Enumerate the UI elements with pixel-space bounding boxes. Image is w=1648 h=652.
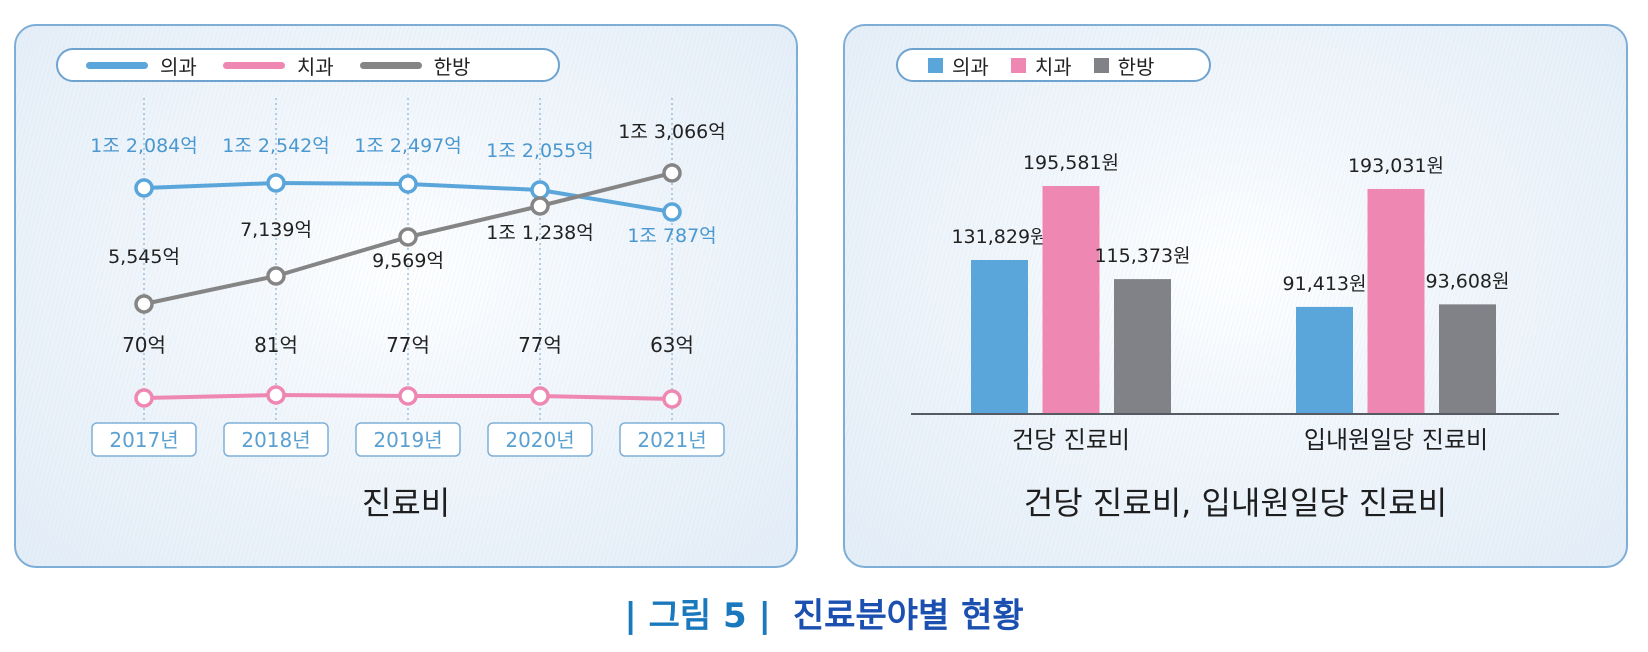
year-tick-box — [91, 422, 197, 457]
data-point-marker — [398, 386, 418, 406]
year-tick-label: 2017년 — [109, 428, 178, 452]
legend-line-dental-icon — [222, 61, 285, 69]
legend-item-medical: 의과 — [928, 51, 989, 80]
figure-caption: | 그림 5 | 진료분야별 현황 — [0, 588, 1648, 637]
bar-의과 — [971, 259, 1028, 413]
bar-value-label: 91,413원 — [1283, 273, 1367, 295]
legend-label: 치과 — [1034, 54, 1072, 79]
data-label-medical: 1조 2,084억 — [90, 135, 197, 157]
data-point-marker — [134, 178, 154, 198]
legend-line-oriental-icon — [359, 61, 422, 69]
data-point-marker — [662, 389, 682, 409]
category-label: 입내원일당 진료비 — [1304, 426, 1488, 454]
data-label-dental: 77억 — [386, 333, 430, 357]
legend-label: 의과 — [160, 54, 197, 79]
legend-item-dental: 치과 — [1010, 51, 1072, 80]
legend-label: 의과 — [952, 54, 989, 79]
data-point-marker — [398, 174, 418, 194]
legend-label: 한방 — [1117, 54, 1155, 79]
data-point-marker — [662, 202, 682, 222]
legend-line-medical-icon — [86, 61, 148, 69]
year-tick-label: 2018년 — [241, 428, 310, 452]
bar-한방 — [1439, 304, 1496, 413]
data-label-dental: 63억 — [650, 333, 694, 357]
data-point-marker — [266, 173, 286, 193]
bar-value-label: 93,608원 — [1426, 270, 1510, 292]
bar-chart-title: 건당 진료비, 입내원일당 진료비 — [1023, 484, 1448, 522]
year-tick-box — [619, 422, 725, 457]
data-point-marker — [530, 386, 550, 406]
data-label-oriental: 5,545억 — [108, 246, 180, 268]
legend-label: 치과 — [296, 54, 334, 79]
data-label-dental: 77억 — [518, 333, 562, 357]
data-point-marker — [398, 227, 418, 247]
year-tick-label: 2021년 — [637, 428, 706, 452]
data-label-medical: 1조 2,542억 — [222, 135, 329, 157]
bar-의과 — [1296, 306, 1353, 413]
line-chart-legend: 의과 치과 한방 — [56, 48, 560, 82]
data-label-dental: 81억 — [254, 333, 298, 357]
legend-item-oriental: 한방 — [1093, 51, 1155, 80]
line-chart-plot: 1조 2,084억 1조 2,542억 1조 2,497억 1조 2,055억 1조 7… — [90, 98, 726, 457]
legend-item-medical: 의과 — [86, 51, 197, 80]
bar-value-label: 131,829원 — [951, 226, 1047, 248]
line-chart-title: 진료비 — [361, 484, 451, 522]
data-point-marker — [662, 163, 682, 183]
data-label-oriental: 1조 1,238억 — [486, 222, 593, 244]
data-point-marker — [530, 196, 550, 216]
bar-value-label: 193,031원 — [1348, 155, 1444, 177]
year-tick-box — [487, 422, 593, 457]
legend-square-dental-icon — [1010, 57, 1026, 73]
figure-number: | 그림 5 | — [624, 596, 771, 636]
data-label-oriental: 9,569억 — [372, 250, 444, 272]
data-label-medical: 1조 2,055억 — [486, 140, 593, 162]
data-point-marker — [134, 388, 154, 408]
data-label-oriental: 7,139억 — [240, 219, 312, 241]
bar-chart-legend: 의과 치과 한방 — [896, 48, 1211, 82]
legend-label: 한방 — [433, 54, 471, 79]
figure-title: 진료분야별 현황 — [792, 596, 1024, 636]
data-label-dental: 70억 — [122, 333, 166, 357]
data-label-medical: 1조 787억 — [627, 225, 716, 247]
bar-value-label: 115,373원 — [1094, 245, 1190, 267]
year-tick-box — [355, 422, 461, 457]
year-tick-box — [223, 422, 329, 457]
legend-item-dental: 치과 — [222, 51, 334, 80]
year-tick-label: 2020년 — [505, 428, 574, 452]
legend-square-medical-icon — [928, 57, 943, 73]
bar-치과 — [1367, 188, 1425, 413]
data-label-oriental: 1조 3,066억 — [618, 121, 725, 143]
legend-square-oriental-icon — [1093, 57, 1109, 73]
data-point-marker — [134, 294, 154, 314]
year-tick-label: 2019년 — [373, 428, 442, 452]
data-point-marker — [530, 180, 550, 200]
data-point-marker — [266, 385, 286, 405]
bar-value-label: 195,581원 — [1023, 152, 1119, 174]
data-label-medical: 1조 2,497억 — [354, 135, 461, 157]
bar-치과 — [1042, 186, 1100, 413]
line-chart-panel: 의과 치과 한방 1조 2,084억 1조 2,542억 1조 2,497억 1조 2… — [14, 24, 798, 568]
data-point-marker — [266, 266, 286, 286]
bar-한방 — [1114, 279, 1171, 413]
legend-item-oriental: 한방 — [359, 51, 471, 80]
category-label: 건당 진료비 — [1012, 426, 1130, 454]
